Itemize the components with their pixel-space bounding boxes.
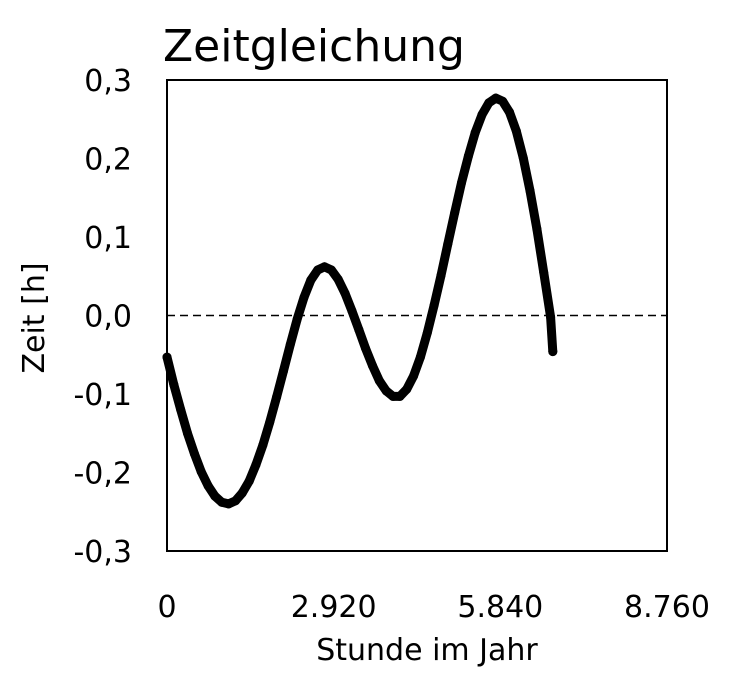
y-tick-label: 0,3	[84, 64, 132, 99]
x-tick-label: 8.760	[624, 590, 710, 625]
data-point	[415, 352, 425, 362]
data-point	[498, 96, 508, 106]
data-point	[361, 344, 371, 353]
data-point	[491, 93, 501, 103]
data-point	[265, 417, 275, 427]
y-tick-label: 0,0	[84, 300, 132, 335]
data-point	[203, 481, 213, 491]
data-point	[548, 347, 558, 357]
y-tick-label: -0,1	[73, 378, 132, 413]
data-point	[169, 380, 179, 390]
data-point	[340, 289, 350, 298]
data-point	[422, 328, 432, 338]
data-point	[244, 476, 254, 486]
data-point	[237, 488, 247, 498]
data-point	[210, 491, 220, 501]
data-point	[251, 460, 261, 470]
data-point	[313, 265, 323, 275]
data-point	[409, 371, 419, 381]
y-axis-label: Zeit [h]	[17, 262, 52, 373]
y-tick-labels: -0,3 -0,2 -0,1 0,0 0,1 0,2 0,3	[73, 64, 132, 570]
data-point	[470, 128, 480, 138]
data-point	[320, 262, 329, 272]
data-point	[429, 300, 439, 310]
data-point	[505, 107, 514, 117]
y-tick-label: 0,1	[84, 221, 132, 256]
series-equation-of-time	[162, 93, 558, 509]
data-point	[224, 499, 234, 509]
data-point	[457, 178, 466, 188]
data-point	[436, 271, 446, 280]
data-point	[189, 449, 199, 459]
data-point	[450, 208, 460, 218]
data-point	[196, 467, 206, 477]
data-point	[402, 384, 412, 394]
data-point	[484, 98, 494, 108]
data-point	[285, 340, 295, 349]
data-point	[477, 110, 487, 119]
data-point	[272, 392, 282, 402]
data-point	[518, 153, 528, 163]
y-tick-label: 0,2	[84, 143, 132, 178]
data-point	[381, 386, 391, 396]
data-point	[532, 224, 542, 234]
plot-frame	[166, 79, 668, 552]
y-tick-label: -0,2	[73, 457, 132, 492]
data-point	[347, 306, 357, 316]
data-point	[546, 312, 556, 322]
x-tick-label: 2.920	[291, 590, 377, 625]
x-tick-labels: 0 2.920 5.840 8.760	[157, 590, 709, 625]
x-tick-label: 0	[157, 590, 176, 625]
data-point	[374, 376, 384, 386]
data-point	[292, 314, 302, 324]
data-point	[463, 151, 473, 161]
data-point	[354, 325, 364, 335]
x-axis-label: Stunde im Jahr	[316, 633, 538, 668]
data-point	[525, 186, 535, 196]
data-point	[511, 126, 521, 136]
series-line	[162, 93, 558, 509]
data-point	[183, 428, 192, 438]
chart-title: Zeitgleichung	[163, 21, 465, 72]
data-point	[326, 265, 336, 275]
data-point	[388, 391, 398, 401]
data-point	[395, 391, 405, 401]
data-point	[306, 275, 316, 285]
data-point	[539, 267, 549, 277]
data-point	[333, 274, 343, 284]
data-point	[217, 497, 227, 507]
y-tick-label: -0,3	[73, 535, 132, 570]
data-point	[443, 239, 453, 249]
data-point	[299, 292, 309, 302]
data-point	[368, 361, 377, 371]
data-point	[258, 440, 268, 450]
data-point	[278, 366, 288, 376]
data-point	[231, 496, 240, 506]
x-tick-label: 5.840	[457, 590, 543, 625]
data-point	[176, 405, 186, 415]
